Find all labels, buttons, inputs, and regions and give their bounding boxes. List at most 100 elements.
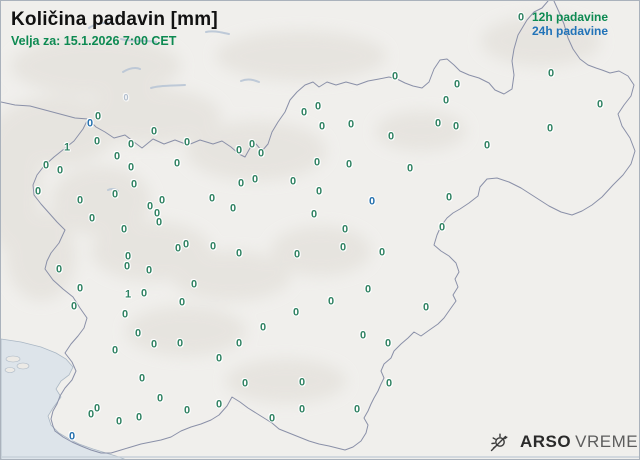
station-value: 0 [140, 287, 148, 300]
station-value: 0 [76, 194, 84, 207]
station-value: 0 [127, 138, 135, 151]
station-value: 0 [123, 92, 129, 103]
station-value: 0 [134, 327, 142, 340]
station-value: 0 [34, 185, 42, 198]
station-value: 0 [56, 164, 64, 177]
station-value: 0 [215, 398, 223, 411]
station-value: 0 [190, 278, 198, 291]
station-value: 0 [229, 202, 237, 215]
station-value: 0 [235, 337, 243, 350]
station-value: 0 [42, 159, 50, 172]
header: Količina padavin [mm] Velja za: 15.1.202… [11, 9, 218, 48]
rivers [88, 21, 260, 192]
page-title: Količina padavin [mm] [11, 9, 218, 30]
station-value: 0 [300, 106, 308, 119]
station-value: 0 [127, 161, 135, 174]
valid-time-label: Velja za: 15.1.2026 7:00 CET [11, 34, 177, 48]
station-value: 0 [174, 242, 182, 255]
station-value: 0 [94, 110, 102, 123]
station-value: 0 [313, 156, 321, 169]
station-value: 0 [123, 260, 131, 273]
station-value: 0 [235, 144, 243, 157]
station-value: 0 [93, 402, 101, 415]
station-value: 0 [182, 238, 190, 251]
station-value: 0 [55, 263, 63, 276]
station-value: 0 [145, 264, 153, 277]
legend-12h-label: 12h padavine [532, 10, 609, 24]
station-value: 0 [422, 301, 430, 314]
logo-product: VREME [575, 432, 639, 451]
station-value: 0 [378, 246, 386, 259]
station-value: 0 [138, 372, 146, 385]
station-value: 0 [318, 120, 326, 133]
station-value: 0 [130, 178, 138, 191]
station-value: 0 [150, 125, 158, 138]
sea-adriatic [1, 338, 126, 459]
station-value: 0 [298, 376, 306, 389]
station-value: 0 [385, 377, 393, 390]
station-value: 0 [268, 412, 276, 425]
station-value: 0 [341, 223, 349, 236]
station-value: 0 [293, 248, 301, 261]
station-value: 0 [345, 158, 353, 171]
station-value: 0 [68, 430, 76, 443]
station-value: 0 [406, 162, 414, 175]
station-value: 0 [315, 185, 323, 198]
station-value: 0 [115, 415, 123, 428]
station-value: 0 [384, 337, 392, 350]
legend-24h-label: 24h padavine [532, 23, 609, 38]
station-value: 0 [289, 175, 297, 188]
station-value: 0 [235, 247, 243, 260]
station-value: 0 [298, 403, 306, 416]
station-value: 0 [183, 404, 191, 417]
station-value: 0 [158, 194, 166, 207]
station-value: 0 [87, 408, 95, 421]
station-value: 0 [596, 98, 604, 111]
station-value: 0 [241, 377, 249, 390]
station-value: 0 [517, 11, 525, 24]
station-value: 0 [120, 223, 128, 236]
station-value: 0 [359, 329, 367, 342]
station-value: 0 [88, 212, 96, 225]
station-value: 0 [452, 120, 460, 133]
station-value: 0 [215, 352, 223, 365]
station-value: 1 [124, 288, 132, 301]
logo-org: ARSO [520, 432, 572, 451]
legend: 12h padavine 24h padavine [532, 10, 609, 39]
station-value: 0 [353, 403, 361, 416]
station-value: 0 [155, 216, 163, 229]
station-value: 0 [156, 392, 164, 405]
station-value: 0 [70, 300, 78, 313]
station-value: 0 [442, 94, 450, 107]
station-value: 0 [391, 70, 399, 83]
station-value: 0 [387, 130, 395, 143]
station-value: 0 [438, 221, 446, 234]
station-value: 0 [483, 139, 491, 152]
arso-vreme-logo: ARSO VREME [488, 431, 638, 453]
station-value: 0 [176, 337, 184, 350]
station-value: 0 [153, 207, 161, 220]
terrain-shading [1, 16, 601, 403]
lagoon-islands [4, 355, 30, 373]
station-value: 0 [453, 78, 461, 91]
station-value: 0 [339, 241, 347, 254]
station-value: 0 [113, 150, 121, 163]
station-value: 0 [135, 411, 143, 424]
station-value: 0 [173, 157, 181, 170]
station-value: 0 [546, 122, 554, 135]
station-value: 0 [347, 118, 355, 131]
station-value: 0 [257, 147, 265, 160]
station-value: 0 [183, 136, 191, 149]
station-value: 0 [292, 306, 300, 319]
station-value: 0 [547, 67, 555, 80]
station-value: 0 [434, 117, 442, 130]
station-value: 0 [86, 117, 94, 130]
station-value: 0 [364, 283, 372, 296]
station-value: 0 [368, 195, 376, 208]
station-value: 0 [259, 321, 267, 334]
station-value: 0 [178, 296, 186, 309]
station-value: 0 [251, 173, 259, 186]
